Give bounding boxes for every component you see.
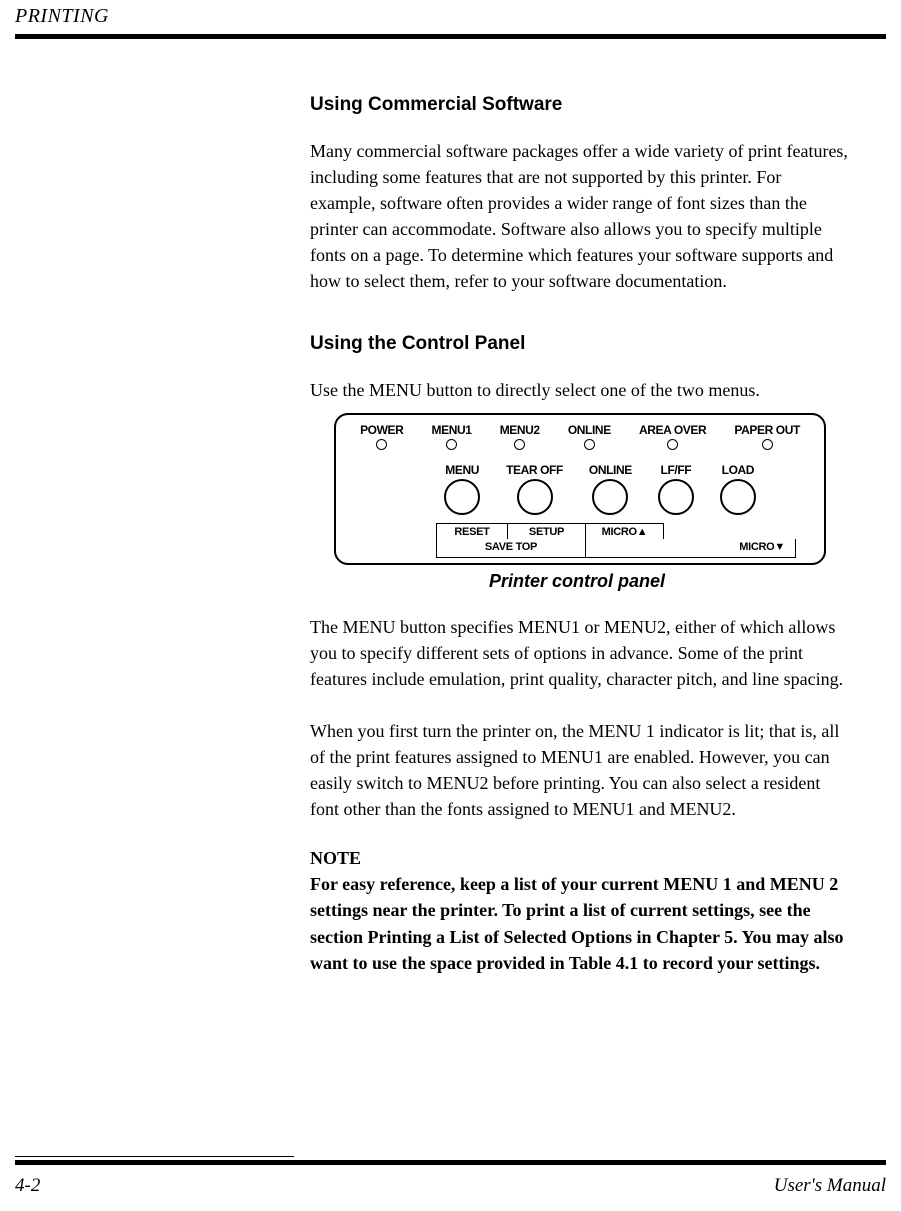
- control-panel-diagram: POWER MENU1 MENU2 ONLINE AREA OVER PAPER…: [334, 413, 826, 565]
- button-label: ONLINE: [589, 463, 632, 477]
- sub-label-bottom-row: SAVE TOP MICRO▼: [436, 539, 810, 558]
- sublabel-setup: SETUP: [508, 523, 586, 539]
- led-indicator-icon: [376, 439, 387, 450]
- led-label: POWER: [360, 423, 403, 437]
- heading-commercial-software: Using Commercial Software: [310, 94, 850, 116]
- footer-rule: [15, 1156, 886, 1165]
- led-label: ONLINE: [568, 423, 611, 437]
- button-row: MENU TEAR OFF ONLINE LF/FF LOAD: [336, 463, 824, 515]
- button-label: MENU: [445, 463, 479, 477]
- led-paper-out: PAPER OUT: [734, 423, 800, 450]
- section-title: PRINTING: [15, 5, 886, 28]
- button-load: LOAD: [720, 463, 756, 515]
- button-online: ONLINE: [589, 463, 632, 515]
- sub-label-top-row: RESET SETUP MICRO▲: [436, 523, 810, 539]
- sublabel-micro-down: MICRO▼: [586, 539, 796, 558]
- led-area-over: AREA OVER: [639, 423, 706, 450]
- paragraph-menu-desc: The MENU button specifies MENU1 or MENU2…: [310, 614, 850, 692]
- sub-label-row: RESET SETUP MICRO▲ SAVE TOP MICRO▼: [436, 523, 810, 563]
- doc-title: User's Manual: [774, 1175, 886, 1197]
- page-number: 4-2: [15, 1175, 40, 1197]
- footer-rule-thick: [15, 1160, 886, 1165]
- sublabel-micro-up: MICRO▲: [586, 523, 664, 539]
- page-header: PRINTING: [15, 5, 886, 39]
- content-area: Using Commercial Software Many commercia…: [310, 94, 850, 976]
- button-icon: [720, 479, 756, 515]
- button-label: TEAR OFF: [506, 463, 563, 477]
- led-power: POWER: [360, 423, 403, 450]
- button-icon: [658, 479, 694, 515]
- heading-control-panel: Using the Control Panel: [310, 333, 850, 355]
- control-panel-figure: POWER MENU1 MENU2 ONLINE AREA OVER PAPER…: [334, 413, 850, 592]
- led-label: MENU2: [500, 423, 540, 437]
- button-menu: MENU: [444, 463, 480, 515]
- led-indicator-icon: [514, 439, 525, 450]
- button-icon: [517, 479, 553, 515]
- led-menu1: MENU1: [432, 423, 472, 450]
- sublabel-save-top: SAVE TOP: [436, 539, 586, 558]
- led-online: ONLINE: [568, 423, 611, 450]
- led-indicator-icon: [762, 439, 773, 450]
- note-body: For easy reference, keep a list of your …: [310, 871, 850, 975]
- led-indicator-icon: [446, 439, 457, 450]
- button-tear-off: TEAR OFF: [506, 463, 563, 515]
- footer-rule-thin: [15, 1156, 294, 1157]
- figure-caption: Printer control panel: [304, 571, 850, 592]
- paragraph-commercial: Many commercial software packages offer …: [310, 138, 850, 295]
- sublabel-reset: RESET: [436, 523, 508, 539]
- led-label: PAPER OUT: [734, 423, 800, 437]
- button-lf-ff: LF/FF: [658, 463, 694, 515]
- led-label: MENU1: [432, 423, 472, 437]
- button-label: LF/FF: [661, 463, 692, 477]
- led-menu2: MENU2: [500, 423, 540, 450]
- button-icon: [592, 479, 628, 515]
- led-indicator-icon: [667, 439, 678, 450]
- page: PRINTING Using Commercial Software Many …: [0, 0, 901, 1211]
- led-row: POWER MENU1 MENU2 ONLINE AREA OVER PAPER…: [336, 423, 824, 450]
- note-label: NOTE: [310, 848, 850, 869]
- spacer: [310, 321, 850, 333]
- button-icon: [444, 479, 480, 515]
- paragraph-control-intro: Use the MENU button to directly select o…: [310, 377, 850, 403]
- header-rule: [15, 34, 886, 39]
- button-label: LOAD: [722, 463, 754, 477]
- led-indicator-icon: [584, 439, 595, 450]
- page-footer: 4-2 User's Manual: [15, 1175, 886, 1197]
- led-label: AREA OVER: [639, 423, 706, 437]
- paragraph-menu-switch: When you first turn the printer on, the …: [310, 718, 850, 822]
